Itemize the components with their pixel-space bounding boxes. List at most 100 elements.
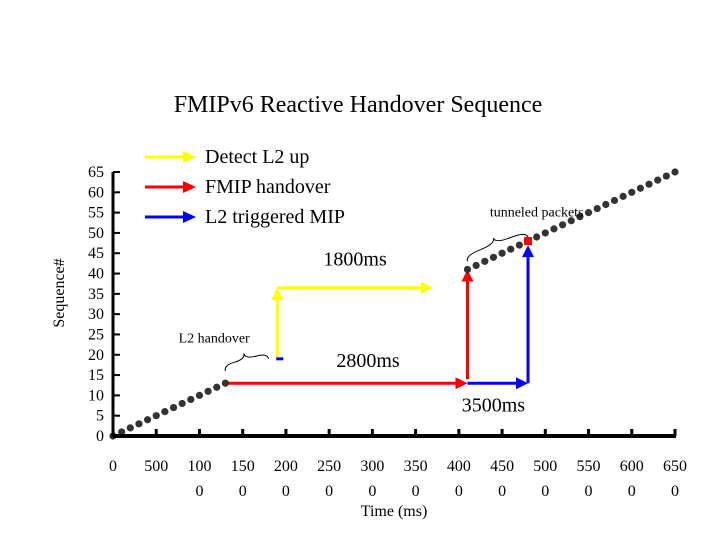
sequence-points [109, 168, 679, 440]
y-tick-label-0: 0 [96, 428, 104, 445]
y-tick-label-35: 35 [88, 286, 104, 303]
x-tick-label-6000: 600 [620, 458, 644, 475]
data-point-0-32 [619, 192, 627, 200]
x-tick-label-3500-line2: 0 [412, 483, 420, 500]
x-tick-label-4500-line2: 0 [498, 483, 506, 500]
data-point-0-34 [636, 184, 645, 192]
x-tick-label-4000: 400 [447, 458, 471, 475]
data-point-0-18 [498, 249, 506, 257]
legend-item-l2-triggered-mip: L2 triggered MIP [145, 206, 345, 228]
x-tick-label-5500: 550 [577, 458, 601, 475]
brace-0 [224, 353, 270, 372]
data-point-0-4 [143, 416, 152, 424]
x-tick-label-1000: 100 [187, 458, 211, 475]
arrow-head-5 [522, 245, 535, 258]
marker-square-1 [524, 237, 533, 246]
event-markers [276, 237, 533, 361]
chart-title: FMIPv6 Reactive Handover Sequence [174, 92, 543, 118]
x-tick-label-4500: 450 [490, 458, 514, 475]
x-tick-label-6500-line2: 0 [671, 483, 679, 500]
data-point-0-8 [178, 399, 186, 408]
annotation-3: L2 handover [179, 332, 250, 347]
data-point-0-11 [204, 387, 212, 395]
data-point-0-10 [195, 391, 204, 399]
arrow-head-1 [420, 281, 433, 294]
data-point-0-26 [567, 217, 575, 225]
y-tick-label-30: 30 [88, 306, 104, 323]
handover-arrows [225, 245, 535, 390]
data-point-0-2 [126, 424, 134, 432]
data-point-0-20 [515, 241, 523, 249]
y-tick-label-65: 65 [88, 164, 104, 181]
legend-arrowhead-detect-l2-up [183, 151, 196, 163]
annotation-0: 1800ms [323, 248, 387, 270]
legend: Detect L2 up FMIP handover L2 triggered … [145, 146, 345, 228]
annotation-4: tunneled packets [490, 206, 584, 221]
x-tick-label-1500-line2: 0 [239, 483, 247, 500]
x-tick-label-5000-line2: 0 [541, 483, 549, 500]
arrow-head-2 [455, 377, 468, 390]
x-tick-label-2000-line2: 0 [282, 483, 290, 500]
y-tick-label-50: 50 [88, 225, 104, 242]
y-tick-label-5: 5 [96, 408, 104, 425]
annotation-2: 3500ms [462, 395, 526, 417]
x-tick-label-2500: 250 [317, 458, 341, 475]
data-point-0-16 [481, 257, 489, 265]
y-axis-label: Sequence# [51, 258, 68, 327]
arrow-head-4 [516, 377, 529, 390]
data-point-0-14 [463, 265, 472, 274]
legend-arrowhead-l2-triggered-mip [183, 211, 196, 223]
y-tick-label-40: 40 [88, 266, 104, 283]
data-point-0-7 [169, 403, 178, 412]
y-tick-label-45: 45 [88, 245, 104, 262]
data-point-0-6 [161, 408, 169, 416]
x-tick-label-5000: 500 [533, 458, 557, 475]
legend-item-detect-l2-up: Detect L2 up [145, 146, 309, 168]
data-point-0-37 [662, 172, 670, 180]
x-tick-label-6000-line2: 0 [628, 483, 636, 500]
y-tick-label-10: 10 [88, 387, 104, 404]
x-tick-label-500: 500 [144, 458, 168, 475]
data-point-0-3 [135, 420, 143, 428]
data-point-0-1 [118, 428, 126, 436]
brace-1 [466, 233, 529, 262]
data-point-0-17 [489, 253, 498, 261]
data-point-0-24 [550, 225, 558, 233]
x-tick-label-3500: 350 [404, 458, 428, 475]
data-point-0-25 [559, 221, 567, 229]
x-tick-label-5500-line2: 0 [585, 483, 593, 500]
x-tick-label-0: 0 [109, 458, 117, 475]
y-tick-label-25: 25 [88, 326, 104, 343]
y-tick-label-20: 20 [88, 347, 104, 364]
data-point-0-35 [645, 180, 653, 188]
data-point-0-33 [628, 188, 636, 196]
x-axis-ticks: 0 500 100015002000250030003500400045005000… [109, 429, 687, 500]
data-point-0-29 [593, 204, 601, 213]
data-point-0-28 [584, 209, 593, 217]
legend-label-fmip-handover: FMIP handover [205, 176, 331, 198]
data-point-0-38 [671, 168, 679, 176]
data-point-0-12 [213, 383, 221, 391]
data-point-0-13 [221, 379, 229, 387]
data-point-0-9 [187, 395, 195, 404]
x-axis-label: Time (ms) [361, 503, 428, 520]
legend-item-fmip-handover: FMIP handover [145, 176, 331, 198]
data-point-0-19 [507, 245, 515, 253]
y-tick-label-55: 55 [88, 205, 104, 222]
data-point-0-27 [576, 213, 584, 221]
data-point-0-5 [152, 412, 160, 420]
data-point-0-30 [602, 200, 610, 209]
x-tick-label-4000-line2: 0 [455, 483, 463, 500]
y-tick-label-15: 15 [88, 367, 104, 384]
x-tick-label-3000-line2: 0 [368, 483, 376, 500]
data-point-0-15 [472, 261, 480, 270]
y-tick-label-60: 60 [88, 184, 104, 201]
data-point-0-36 [654, 176, 662, 184]
x-tick-label-1000-line2: 0 [195, 483, 203, 500]
x-tick-label-6500: 650 [663, 458, 687, 475]
x-tick-label-2000: 200 [274, 458, 298, 475]
x-tick-label-3000: 300 [360, 458, 384, 475]
data-point-0-22 [533, 233, 541, 241]
x-tick-label-1500: 150 [231, 458, 255, 475]
